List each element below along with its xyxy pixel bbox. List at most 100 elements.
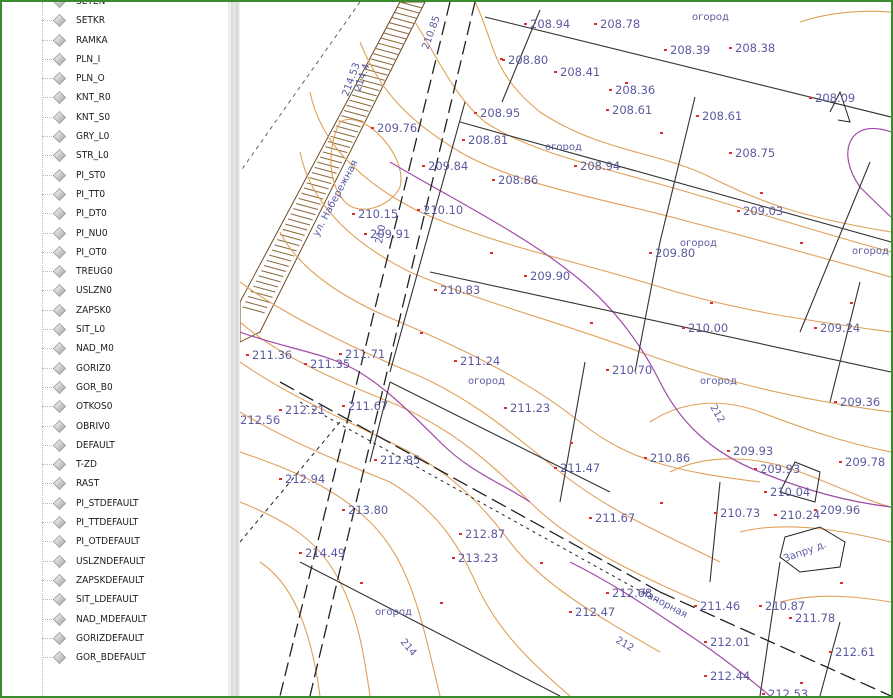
layer-item[interactable]: PLN_O (2, 69, 228, 88)
layer-item[interactable]: SETKR (2, 11, 228, 30)
survey-point (474, 112, 477, 114)
layer-label: GOR_B0 (76, 381, 113, 393)
hatch-stroke (266, 259, 289, 267)
layer-item[interactable]: OBRIV0 (2, 417, 228, 436)
layer-diamond-icon (52, 149, 67, 163)
survey-point (452, 557, 455, 559)
map-canvas[interactable]: 208.94 208.78 208.39 208.38 208.80 208.41 208.… (240, 2, 891, 696)
contour-label: 214 (398, 637, 419, 659)
layer-item[interactable]: KNT_S0 (2, 108, 228, 127)
layer-item[interactable]: SETEN (2, 2, 228, 11)
layer-diamond-icon (52, 168, 67, 182)
layer-item[interactable]: STR_L0 (2, 146, 228, 165)
survey-point (660, 502, 663, 504)
survey-point (834, 401, 837, 403)
layer-diamond-icon (52, 515, 67, 530)
layer-item[interactable]: PI_OTDEFAULT (2, 532, 228, 551)
layer-diamond-icon (52, 631, 67, 645)
hatch-stroke (381, 37, 404, 45)
layer-item[interactable]: ZAPSKDEFAULT (2, 571, 228, 590)
layer-label: SIT_L0 (76, 324, 106, 336)
survey-points (246, 23, 853, 695)
layer-item[interactable]: PLN_I (2, 50, 228, 69)
layer-diamond-icon (52, 651, 67, 665)
hatch-stroke (391, 17, 415, 24)
hatch-stroke (255, 280, 279, 288)
elevation-label: 209.80 (655, 246, 695, 260)
layer-diamond-icon (52, 477, 67, 491)
layer-label: PI_TT0 (76, 188, 106, 200)
layer-item[interactable]: NAD_MDEFAULT (2, 610, 228, 629)
elevation-label: 211.46 (700, 599, 740, 613)
layer-label: OBRIV0 (76, 420, 111, 432)
elevation-label: 208.75 (735, 146, 775, 160)
hatch-stroke (333, 130, 356, 138)
layer-diamond-icon (52, 91, 67, 105)
elevation-label: 212.94 (285, 472, 325, 486)
survey-point (606, 369, 609, 371)
survey-point (664, 49, 667, 51)
hatch-stroke (285, 223, 308, 231)
elevation-label: 208.39 (670, 43, 710, 57)
layer-item[interactable]: GOR_BDEFAULT (2, 648, 228, 667)
layer-item[interactable]: NAD_M0 (2, 339, 228, 358)
layer-item[interactable]: GORIZ0 (2, 359, 228, 378)
survey-point (364, 233, 367, 235)
layer-item[interactable]: ZAPSK0 (2, 301, 228, 320)
layer-item[interactable]: PI_STDEFAULT (2, 494, 228, 513)
survey-point (454, 360, 457, 362)
layer-diamond-icon (52, 284, 67, 298)
layer-label: GORIZDEFAULT (76, 632, 144, 644)
elevation-label: 210.83 (440, 283, 480, 297)
hatch-stroke (298, 197, 321, 205)
layer-item[interactable]: PI_TT0 (2, 185, 228, 204)
layer-item[interactable]: KNT_R0 (2, 88, 228, 107)
layer-item[interactable]: TREUG0 (2, 262, 228, 281)
survey-point (850, 302, 853, 304)
layer-item[interactable]: GOR_B0 (2, 378, 228, 397)
elevation-label: 208.94 (530, 17, 570, 31)
layer-item[interactable]: GORIZDEFAULT (2, 629, 228, 648)
survey-point (589, 517, 592, 519)
elevation-label: 208.09 (815, 91, 855, 105)
survey-point (729, 152, 732, 154)
layer-item[interactable]: OTKOS0 (2, 397, 228, 416)
layer-item[interactable]: RAMKA (2, 31, 228, 50)
survey-point (554, 467, 557, 469)
layer-item[interactable]: PI_OT0 (2, 243, 228, 262)
layer-item[interactable]: SIT_LDEFAULT (2, 590, 228, 609)
layer-item[interactable]: SIT_L0 (2, 320, 228, 339)
layer-item[interactable]: DEFAULT (2, 436, 228, 455)
layer-item[interactable]: USLZN0 (2, 281, 228, 300)
layer-item[interactable]: T-ZD (2, 455, 228, 474)
layer-label: PI_DT0 (76, 208, 107, 220)
elevation-label: 209.91 (370, 227, 410, 241)
elevation-label: 211.67 (595, 511, 635, 525)
survey-point (606, 592, 609, 594)
layer-item[interactable]: PI_ST0 (2, 166, 228, 185)
layer-item[interactable]: GRY_L0 (2, 127, 228, 146)
elevation-label: 210.00 (688, 321, 728, 335)
elevation-label: 210.15 (358, 207, 398, 221)
layer-item[interactable]: RAST (2, 474, 228, 493)
hatch-stroke (277, 239, 300, 247)
survey-point (554, 71, 557, 73)
hatch-stroke (242, 306, 265, 314)
panel-splitter[interactable] (228, 2, 240, 696)
survey-point (594, 23, 597, 25)
layer-item[interactable]: PI_DT0 (2, 204, 228, 223)
survey-point (570, 442, 573, 444)
layer-item[interactable]: USLZNDEFAULT (2, 552, 228, 571)
survey-point (774, 514, 777, 516)
elevation-label: 208.94 (580, 159, 620, 173)
layer-item[interactable]: PI_TTDEFAULT (2, 513, 228, 532)
elevation-label: 208.86 (498, 173, 538, 187)
layer-item[interactable]: PI_NU0 (2, 224, 228, 243)
elevation-label: 210.04 (770, 485, 810, 499)
hatch-stroke (341, 115, 364, 123)
hatch-stroke (247, 296, 271, 303)
contour-label: 210 (374, 224, 388, 245)
survey-point (814, 509, 817, 511)
hatch-stroke (362, 73, 385, 81)
layer-label: PI_OTDEFAULT (76, 536, 140, 548)
